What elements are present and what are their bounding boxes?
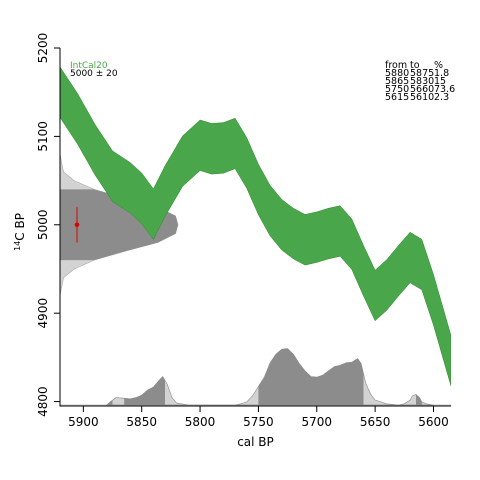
y-tick-label: 4900	[36, 298, 50, 329]
hpd-row-to: 5660	[410, 84, 434, 95]
hpd-range-2	[124, 376, 165, 405]
y-axis-label-superscript: 14	[13, 241, 22, 251]
hpd-row-to: 5610	[410, 92, 434, 103]
hpd-range-3	[258, 348, 364, 405]
hpd-row-percent: 15	[434, 76, 446, 87]
legend-curve-name: IntCal20	[70, 61, 108, 71]
hpd-range-1	[106, 400, 113, 405]
calibration-curve-band	[60, 66, 451, 387]
x-tick-label: 5750	[243, 415, 274, 429]
hpd-row-percent: 2.3	[434, 92, 449, 103]
y-tick-label: 5200	[36, 33, 50, 64]
hpd-row-from: 5750	[385, 84, 409, 95]
hpd-row-to: 5875	[410, 68, 434, 79]
y-axis-label: 14C BP	[13, 213, 27, 251]
hpd-header-from: from	[385, 60, 407, 71]
hpd-range-4	[416, 394, 422, 405]
x-tick-label: 5850	[126, 415, 157, 429]
hpd-row-from: 5615	[385, 92, 409, 103]
x-tick-label: 5600	[418, 415, 449, 429]
legend-date-label: 5000 ± 20	[70, 69, 118, 79]
x-tick-label: 5800	[185, 415, 216, 429]
x-axis-label: cal BP	[237, 435, 274, 449]
hpd-row-percent: 73.6	[434, 84, 455, 95]
hpd-row-to: 5830	[410, 76, 434, 87]
hpd-row-from: 5865	[385, 76, 409, 87]
hpd-header-to: to	[410, 60, 420, 71]
axes-frame	[59, 48, 451, 407]
y-tick-label: 4800	[36, 386, 50, 417]
y-axis-label-text: C BP	[13, 213, 27, 241]
hpd-header-percent: %	[434, 60, 443, 71]
hpd-row-from: 5880	[385, 68, 409, 79]
hpd-row-percent: 1.8	[434, 68, 449, 79]
x-tick-label: 5900	[68, 415, 99, 429]
measurement-point	[74, 222, 80, 228]
x-tick-label: 5700	[302, 415, 333, 429]
y-tick-label: 5000	[36, 210, 50, 241]
y-tick-label: 5100	[36, 121, 50, 152]
x-tick-label: 5650	[360, 415, 391, 429]
